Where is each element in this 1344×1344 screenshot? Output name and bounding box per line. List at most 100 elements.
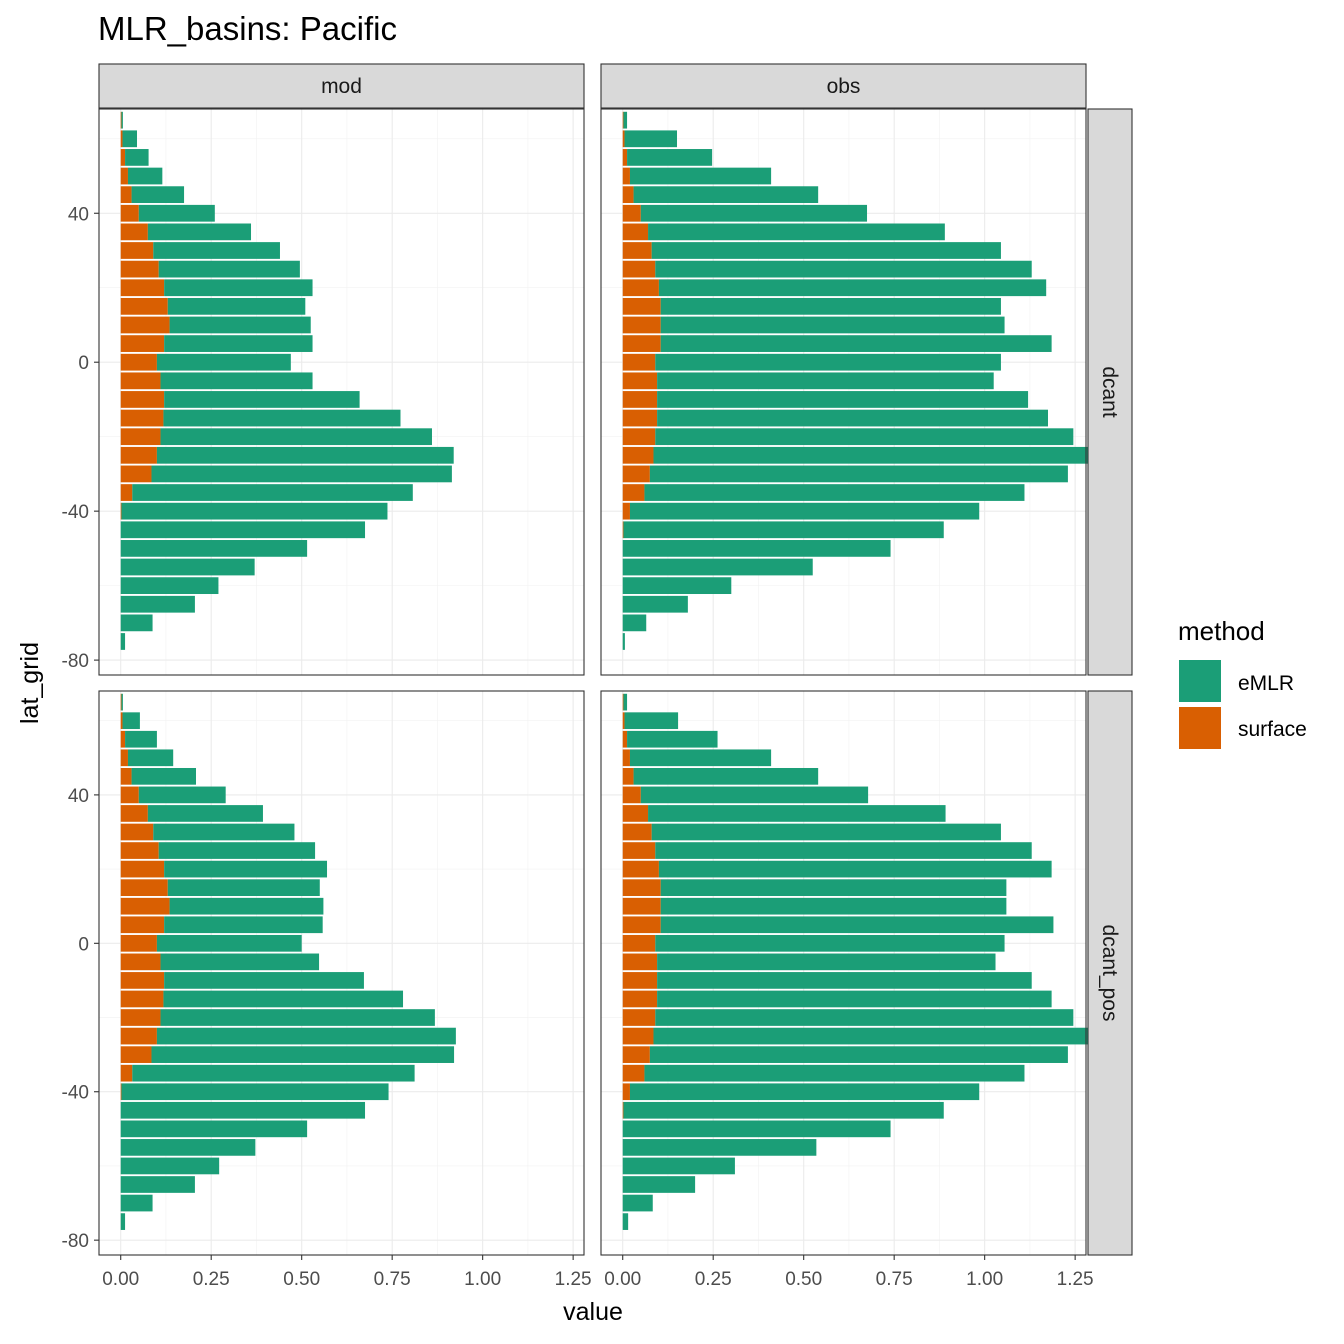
bar-surface	[622, 1101, 624, 1119]
bar-emlr	[156, 934, 302, 952]
legend-key-surface	[1179, 707, 1221, 749]
bar-surface	[622, 297, 661, 315]
bar-surface	[622, 842, 656, 859]
bar-emlr	[660, 897, 1007, 915]
bar-emlr	[153, 242, 280, 259]
bar-emlr	[655, 353, 1001, 371]
panel-mod-dcant-pos	[98, 690, 585, 1256]
panel-obs-dcant	[600, 108, 1092, 676]
bar-surface	[120, 446, 157, 464]
bar-emlr	[623, 693, 628, 711]
strips-layer: mod obs dcant dcant_pos	[98, 63, 1133, 1256]
bar-emlr	[622, 577, 732, 595]
x-axis-title: value	[563, 1298, 623, 1326]
bar-emlr	[651, 823, 1001, 841]
bar-surface	[120, 712, 123, 730]
bar-emlr	[121, 693, 123, 711]
x-tick-label: 0.00	[604, 1269, 641, 1290]
bar-emlr	[622, 1157, 735, 1175]
bar-emlr	[158, 842, 316, 859]
bar-emlr	[653, 1027, 1092, 1045]
x-tick-label: 0.00	[102, 1269, 139, 1290]
bar-emlr	[160, 428, 432, 446]
bar-surface	[622, 223, 649, 241]
bar-surface	[120, 805, 148, 822]
y-tick-label: -80	[62, 1231, 89, 1252]
y-tick-label: 0	[78, 934, 89, 955]
bar-emlr	[657, 391, 1029, 408]
bar-emlr	[164, 391, 360, 408]
bar-surface	[622, 446, 654, 464]
bar-surface	[120, 879, 168, 897]
bar-emlr	[138, 786, 226, 804]
legend-key-emlr	[1179, 660, 1221, 702]
bar-surface	[622, 167, 630, 185]
bar-emlr	[120, 540, 308, 557]
bar-emlr	[163, 990, 404, 1008]
strip-background	[98, 63, 585, 109]
bar-emlr	[156, 353, 291, 371]
bar-emlr	[156, 1027, 456, 1045]
bar-surface	[120, 167, 128, 185]
bar-surface	[622, 953, 658, 971]
bar-emlr	[120, 633, 126, 650]
bar-surface	[622, 712, 625, 730]
bar-emlr	[120, 595, 195, 613]
bar-surface	[622, 879, 661, 897]
bar-surface	[622, 279, 659, 297]
bar-emlr	[622, 540, 891, 557]
bar-emlr	[160, 1009, 435, 1026]
bar-emlr	[657, 972, 1032, 989]
bar-emlr	[633, 767, 819, 785]
bar-surface	[120, 111, 122, 129]
bar-emlr	[120, 1101, 366, 1119]
legend: method eMLR surface	[1178, 616, 1307, 749]
x-tick-label: 0.25	[695, 1269, 732, 1290]
panel-obs-dcant-pos	[600, 690, 1092, 1256]
bar-surface	[120, 149, 126, 166]
bar-emlr	[169, 316, 311, 334]
bar-surface	[120, 730, 126, 748]
bar-surface	[120, 786, 139, 804]
bar-surface	[120, 823, 154, 841]
bar-emlr	[160, 953, 320, 971]
bar-emlr	[657, 990, 1052, 1008]
bar-surface	[622, 502, 630, 520]
bar-emlr	[167, 297, 306, 315]
bar-surface	[622, 767, 634, 785]
bar-emlr	[122, 130, 138, 148]
bar-surface	[120, 1046, 152, 1063]
bar-emlr	[164, 916, 323, 934]
bar-surface	[622, 823, 652, 841]
x-tick-label: 1.00	[966, 1269, 1003, 1290]
bar-surface	[622, 428, 656, 446]
bar-emlr	[120, 521, 366, 539]
bar-emlr	[640, 204, 868, 222]
bar-emlr	[629, 167, 772, 185]
bar-emlr	[120, 1120, 308, 1138]
x-tick-label: 0.50	[283, 1269, 320, 1290]
bar-emlr	[132, 1064, 415, 1082]
bar-emlr	[622, 1120, 891, 1138]
panel-border	[600, 108, 1087, 676]
bar-emlr	[151, 465, 452, 483]
strip-label: obs	[827, 75, 861, 98]
y-tick-label: 40	[68, 786, 89, 807]
bar-emlr	[657, 372, 994, 390]
bar-surface	[622, 204, 641, 222]
bar-surface	[622, 1027, 654, 1045]
bar-emlr	[649, 465, 1068, 483]
bar-surface	[120, 204, 139, 222]
y-tick-label: 40	[68, 204, 89, 225]
bar-surface	[120, 223, 148, 241]
bar-surface	[120, 279, 165, 297]
bar-surface	[120, 297, 168, 315]
bar-surface	[120, 186, 132, 204]
bar-surface	[120, 130, 123, 148]
bar-emlr	[120, 614, 153, 632]
panel-mod-dcant	[98, 108, 585, 676]
bar-emlr	[660, 916, 1054, 934]
bar-emlr	[660, 297, 1001, 315]
bar-surface	[622, 860, 659, 878]
